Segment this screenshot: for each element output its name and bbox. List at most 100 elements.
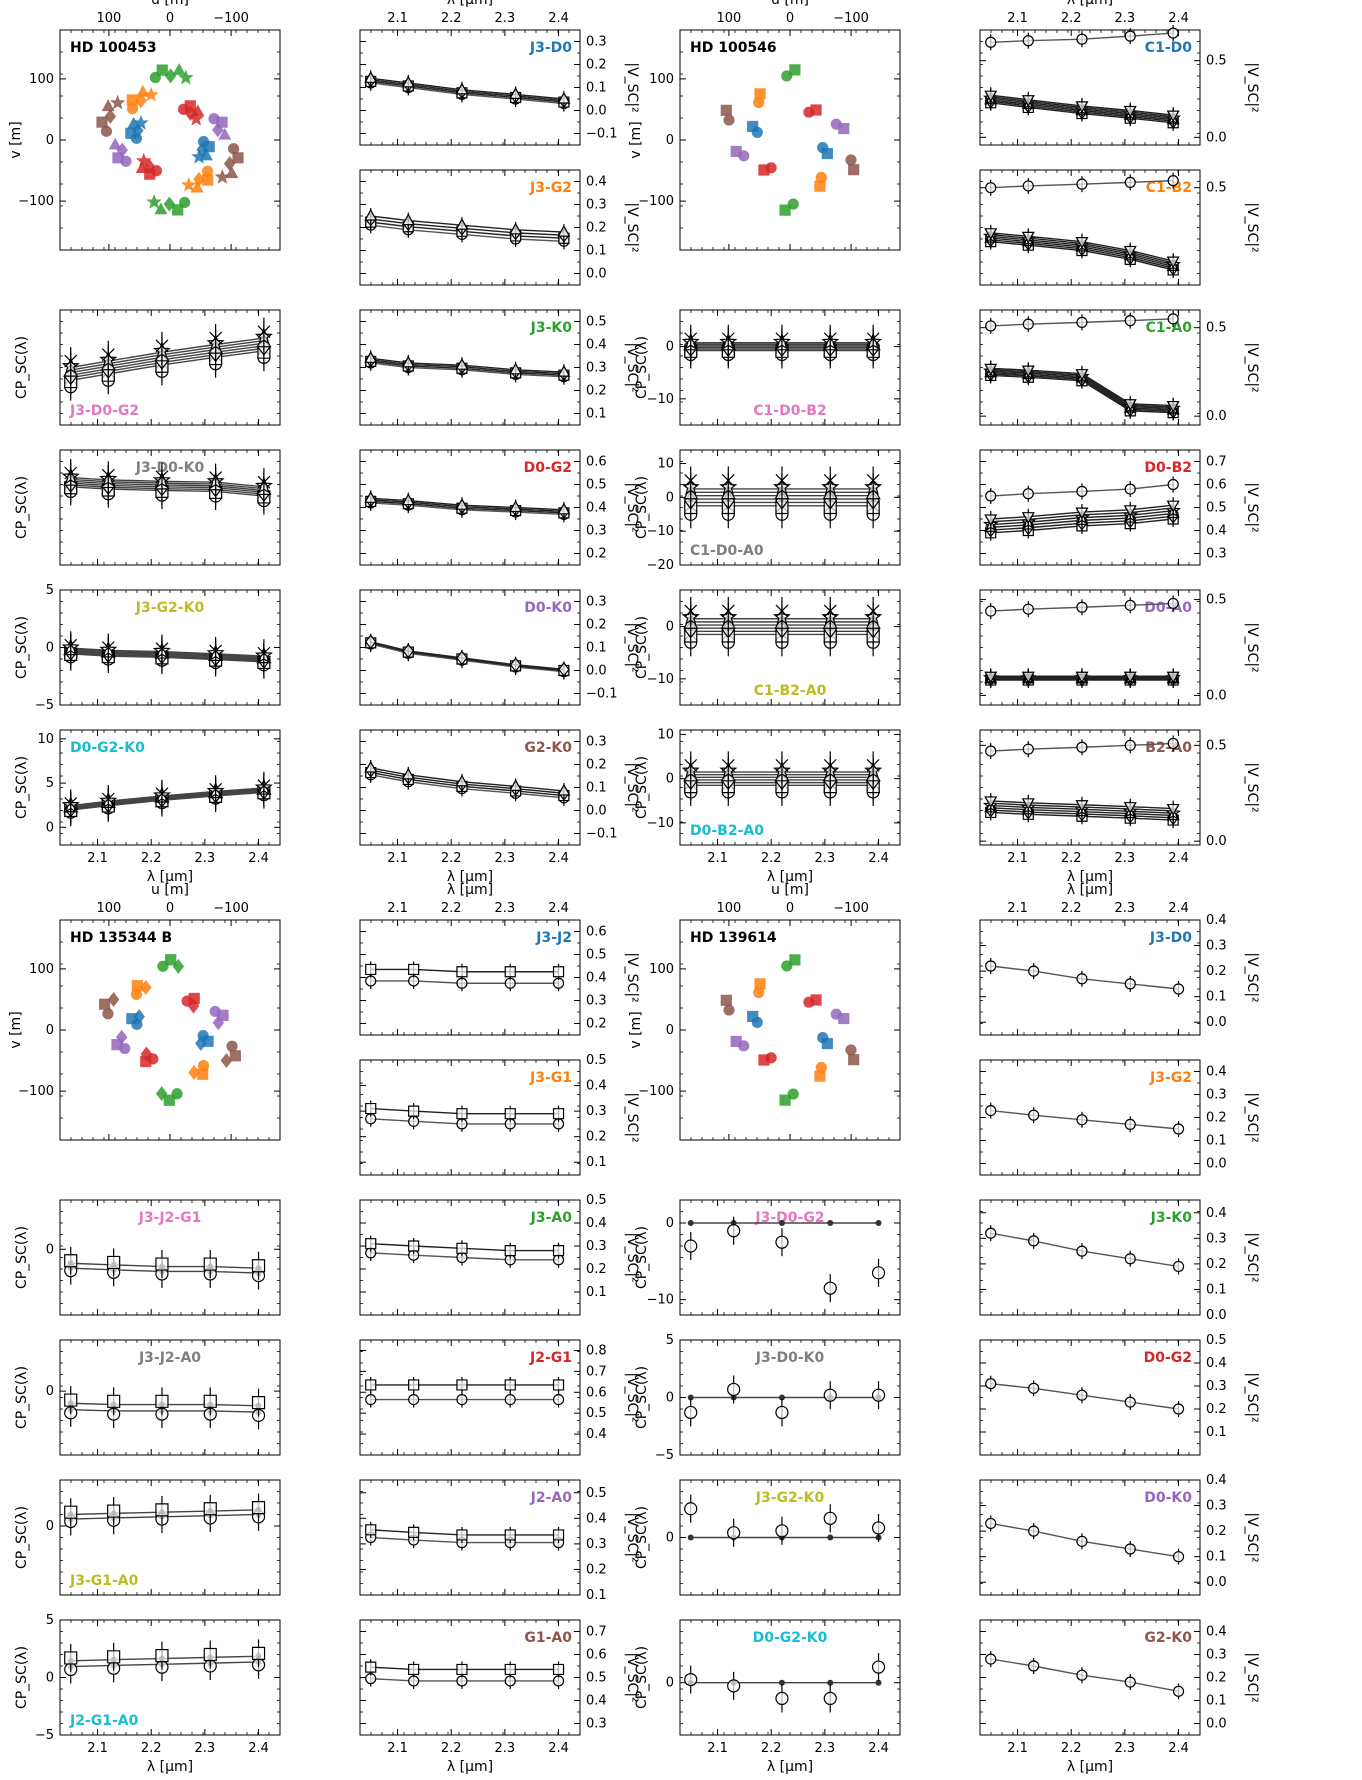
uv-point bbox=[787, 198, 799, 210]
uv-point bbox=[838, 122, 850, 135]
vis-point bbox=[456, 1379, 468, 1391]
vis-tick-label: 0.0 bbox=[1206, 1575, 1227, 1590]
vis-tick-label: 0.3 bbox=[586, 198, 607, 213]
vis-tick-label: 0.1 bbox=[586, 1588, 607, 1603]
x-tick-label: 2.3 bbox=[195, 1741, 216, 1756]
vis-tick-label: 0.2 bbox=[586, 1130, 607, 1145]
vis-point bbox=[552, 966, 565, 978]
cp-point bbox=[209, 644, 223, 658]
vis-point bbox=[408, 1240, 420, 1252]
vis-axis-label: |V_SC|² bbox=[624, 762, 640, 812]
vis-tick-label: 0.4 bbox=[586, 501, 607, 516]
cp-point bbox=[871, 1266, 886, 1280]
lambda-axis-label: λ [μm] bbox=[447, 882, 493, 898]
u-tick-label: 0 bbox=[166, 901, 174, 916]
vis-tick-label: 0.0 bbox=[1206, 834, 1227, 849]
vis-point bbox=[1075, 507, 1089, 520]
cp-point bbox=[866, 758, 880, 772]
triangle-label: J3-D0-G2 bbox=[69, 403, 139, 419]
vis-point bbox=[1076, 33, 1088, 45]
baseline-label: J3-G2 bbox=[529, 180, 572, 196]
vis-tick-label: 0.2 bbox=[586, 1562, 607, 1577]
vis-point bbox=[1021, 512, 1035, 524]
cp-point bbox=[251, 1646, 266, 1660]
vis-tick-label: 0.3 bbox=[586, 35, 607, 50]
vis-axis-label: |V_SC|² bbox=[624, 1372, 640, 1422]
u-axis-label: u [m] bbox=[151, 882, 189, 898]
vis-point bbox=[985, 745, 997, 757]
vis-tick-label: 0.1 bbox=[1206, 990, 1227, 1005]
vis-point bbox=[985, 1227, 997, 1239]
baseline-label: D0-K0 bbox=[524, 600, 572, 616]
cp-point bbox=[684, 604, 698, 618]
vis-tick-label: 0.3 bbox=[586, 361, 607, 376]
uv-point bbox=[848, 1054, 860, 1066]
vis-tick-label: 0.2 bbox=[586, 758, 607, 773]
uv-point bbox=[102, 1008, 114, 1020]
vis-tick-label: 0.1 bbox=[586, 781, 607, 796]
cp-model-point bbox=[827, 1679, 834, 1686]
x-tick-label: 2.2 bbox=[1061, 851, 1082, 866]
cp-point bbox=[203, 1257, 217, 1271]
v-tick-label: 0 bbox=[666, 1023, 674, 1038]
vis-point bbox=[401, 355, 415, 368]
cp-point bbox=[775, 474, 789, 487]
uv-point bbox=[143, 86, 159, 102]
v-tick-label: 100 bbox=[649, 72, 674, 87]
uv-point bbox=[181, 176, 197, 192]
vis-point bbox=[1167, 27, 1179, 39]
baseline-label: C1-B2 bbox=[1146, 180, 1192, 196]
vis-axis-label: |V_SC|² bbox=[1244, 1512, 1260, 1562]
cp-tick-label: 0 bbox=[666, 340, 674, 355]
vis-tick-label: 0.3 bbox=[586, 1717, 607, 1732]
x-tick-label: 2.1 bbox=[387, 901, 408, 916]
vis-point bbox=[1124, 1118, 1136, 1131]
vis-tick-label: 0.1 bbox=[586, 81, 607, 96]
x-tick-label: 2.3 bbox=[815, 851, 836, 866]
vis-point bbox=[557, 502, 571, 515]
vis-point bbox=[557, 224, 571, 237]
vis-axis-label: |V_SC|² bbox=[1244, 1652, 1260, 1702]
vis-point bbox=[552, 1529, 565, 1541]
vis-point bbox=[365, 1393, 377, 1406]
cp-axis-label: CP_SC(λ) bbox=[634, 1646, 650, 1709]
cp-point bbox=[866, 474, 880, 487]
uv-point bbox=[789, 954, 801, 966]
cp-point bbox=[251, 1396, 266, 1410]
vis-tick-label: 0.1 bbox=[1206, 1282, 1227, 1297]
vis-point bbox=[985, 605, 997, 617]
cp-point bbox=[684, 1405, 698, 1420]
x-tick-label: 2.4 bbox=[1168, 901, 1189, 916]
vis-point bbox=[1166, 110, 1180, 123]
v-tick-label: 0 bbox=[46, 1023, 54, 1038]
vis-point bbox=[1076, 1389, 1088, 1401]
x-tick-label: 2.2 bbox=[761, 1741, 782, 1756]
vis-point bbox=[1028, 1660, 1040, 1672]
cp-point bbox=[155, 1257, 169, 1271]
vis-point bbox=[1172, 1403, 1185, 1415]
vis-point bbox=[509, 362, 523, 375]
vis-point bbox=[455, 82, 469, 95]
cp-tick-label: 5 bbox=[666, 1333, 674, 1348]
uv-point bbox=[821, 1037, 833, 1050]
vis-point bbox=[1076, 1535, 1088, 1547]
vis-tick-label: 0.1 bbox=[586, 407, 607, 422]
u-axis-label: u [m] bbox=[771, 0, 809, 8]
baseline-label: J3-J2 bbox=[535, 930, 572, 946]
vis-point bbox=[509, 657, 522, 673]
cp-axis-label: CP_SC(λ) bbox=[14, 1506, 30, 1569]
vis-axis-label: |V_SC|² bbox=[624, 1652, 640, 1702]
uv-point bbox=[140, 979, 152, 995]
vis-tick-label: 0.0 bbox=[1206, 1717, 1227, 1732]
star-name: HD 139614 bbox=[690, 930, 777, 946]
baseline-label: C1-D0 bbox=[1145, 40, 1192, 56]
cp-axis-label: CP_SC(λ) bbox=[634, 336, 650, 399]
lambda-axis-label: λ [μm] bbox=[447, 1759, 493, 1775]
baseline-label: D0-K0 bbox=[1144, 1490, 1192, 1506]
vis-tick-label: 0.2 bbox=[1206, 1524, 1227, 1539]
uv-point bbox=[188, 110, 205, 126]
star-name: HD 100453 bbox=[70, 40, 157, 56]
cp-axis-label: CP_SC(λ) bbox=[14, 616, 30, 679]
vis-point bbox=[1124, 315, 1136, 327]
lambda-axis-label: λ [μm] bbox=[767, 869, 813, 885]
